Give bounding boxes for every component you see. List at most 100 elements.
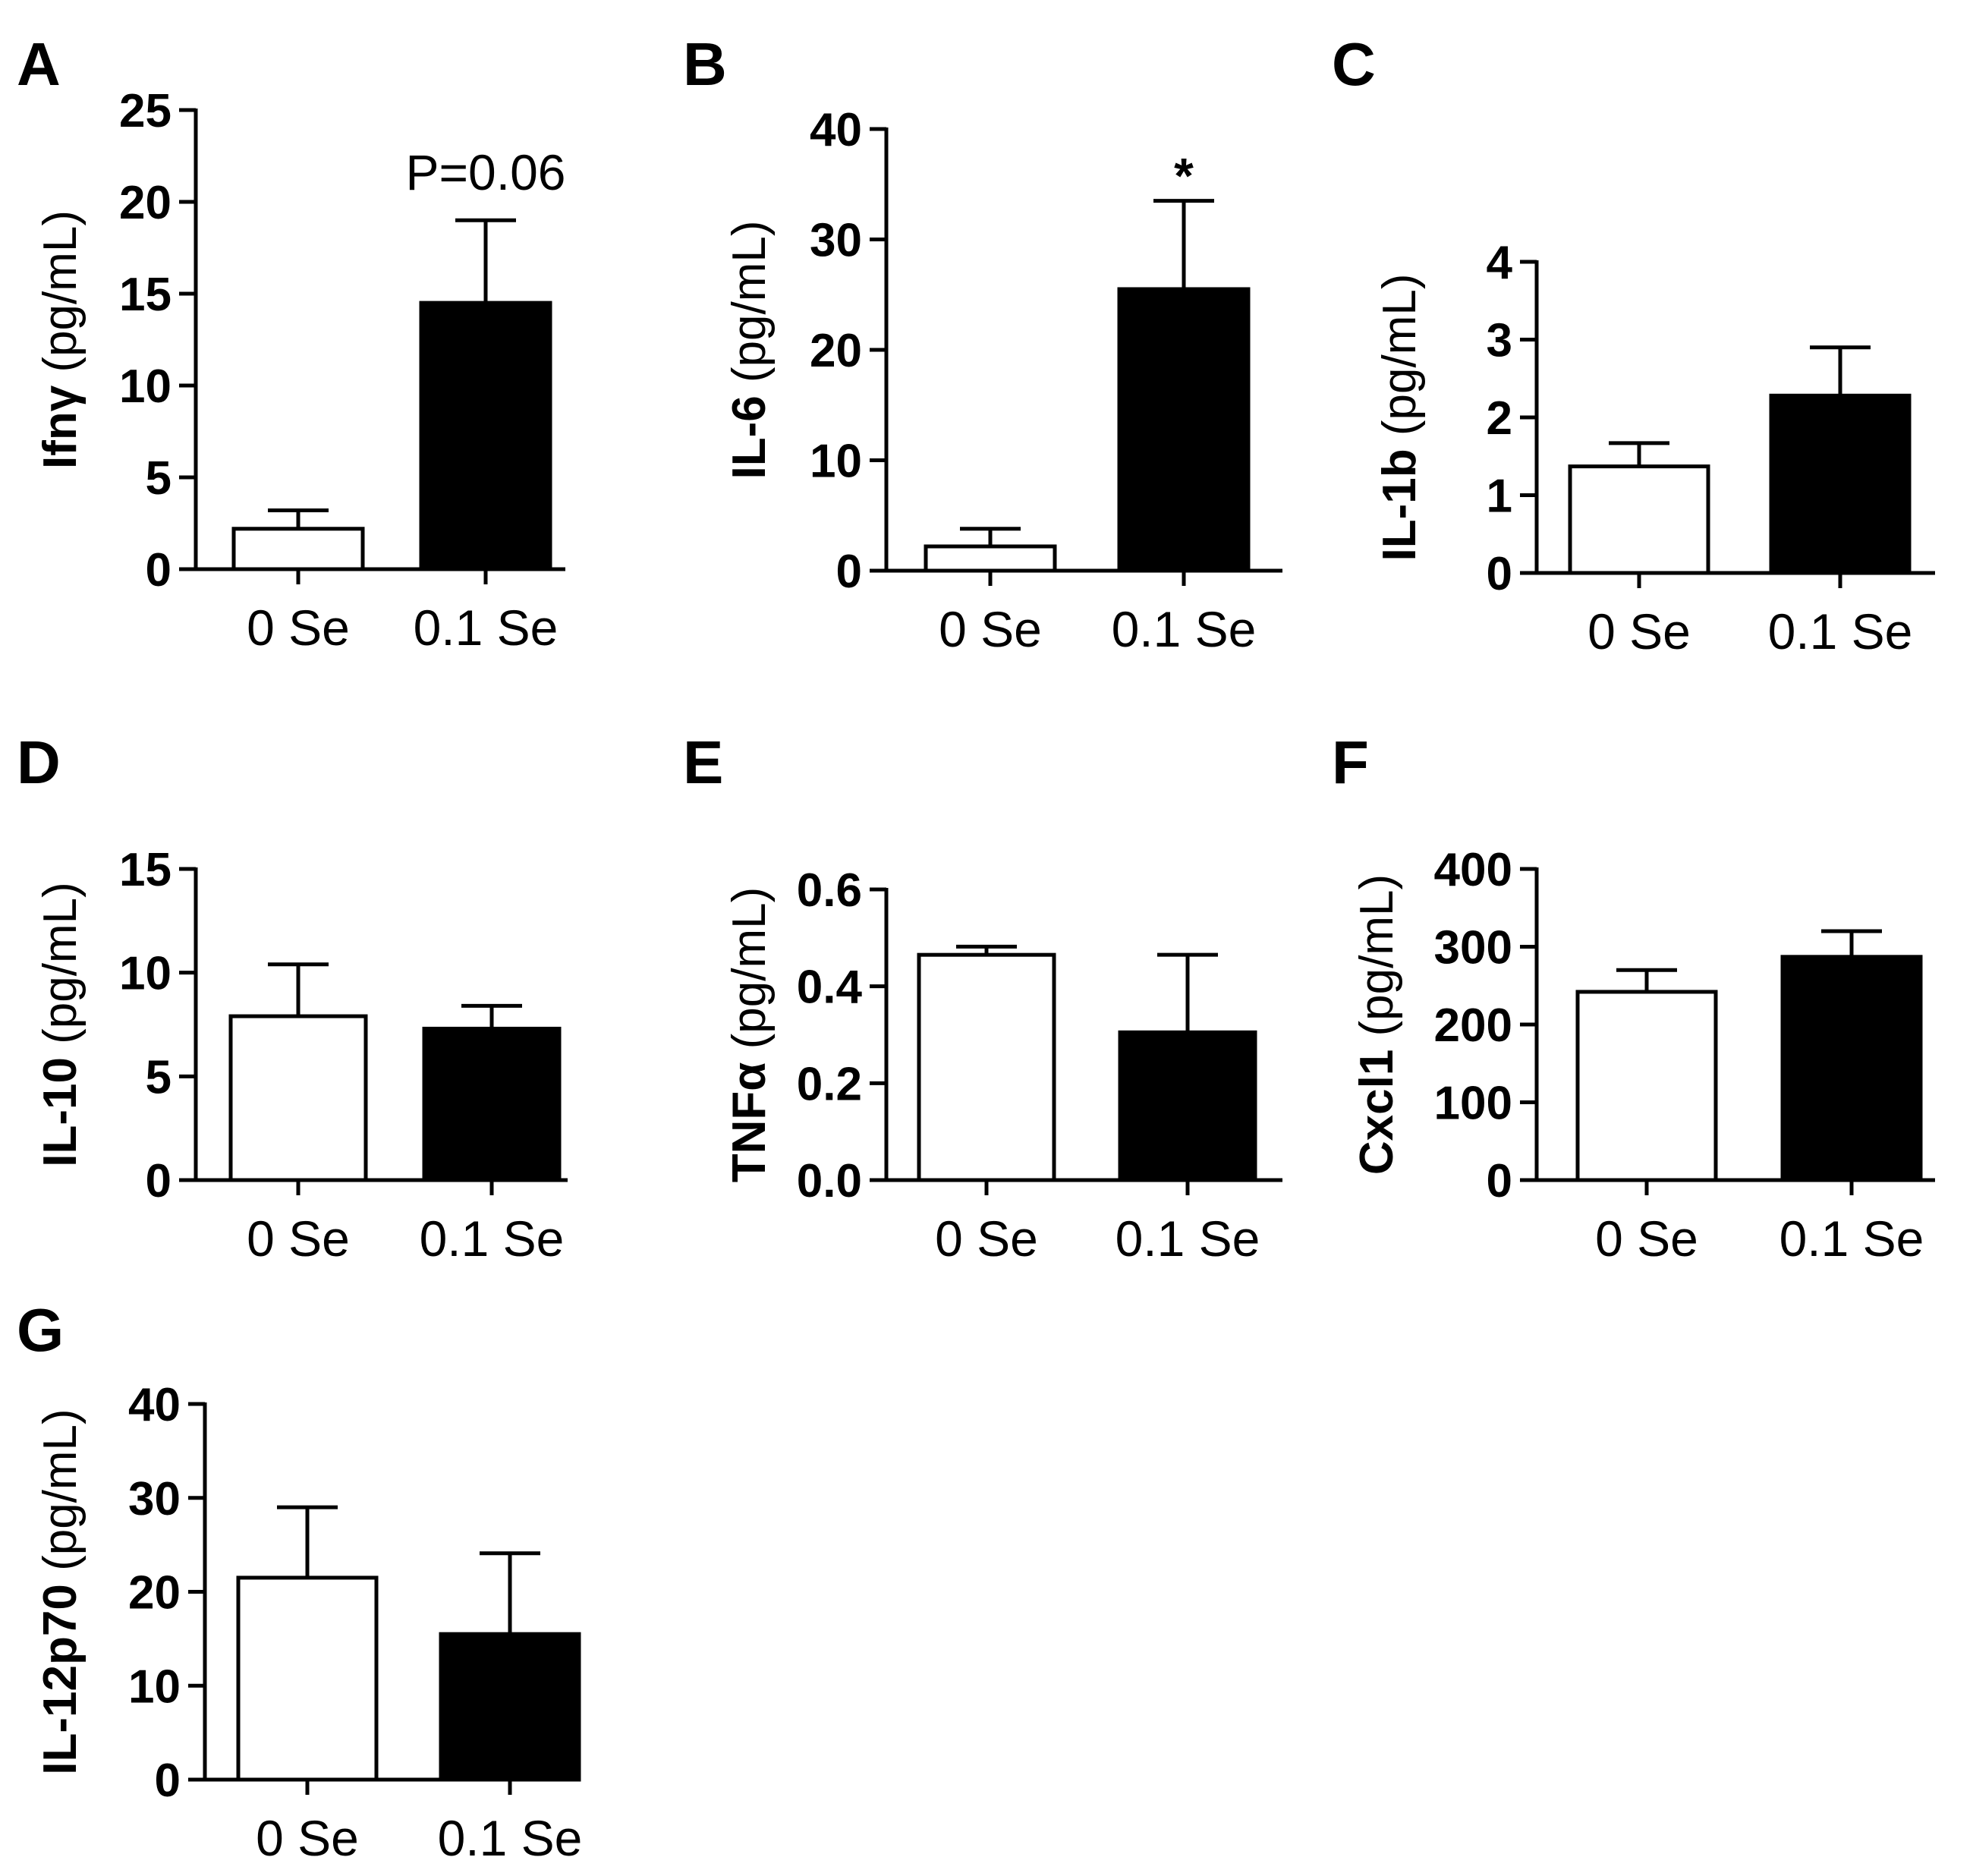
y-tick-label: 0 xyxy=(836,546,862,598)
category-label: 0 Se xyxy=(1588,603,1691,659)
y-tick-label: 200 xyxy=(1434,999,1512,1052)
y-tick-label: 400 xyxy=(1434,844,1512,896)
y-axis-label-unit: (pg/mL) xyxy=(1374,274,1426,449)
y-tick-label: 3 xyxy=(1487,315,1512,367)
y-tick-label: 300 xyxy=(1434,922,1512,974)
y-tick-label: 0.6 xyxy=(797,864,862,917)
y-tick-label: 1 xyxy=(1487,471,1512,523)
y-tick-label: 0.2 xyxy=(797,1058,862,1110)
y-axis-label-unit: (pg/mL) xyxy=(34,882,87,1057)
y-tick-label: 0 xyxy=(1487,548,1512,600)
panel-letter: A xyxy=(17,30,61,98)
category-label: 0 Se xyxy=(247,1210,350,1267)
y-tick-label: 30 xyxy=(128,1473,181,1525)
y-tick-label: 0 xyxy=(155,1755,181,1807)
y-tick-label: 10 xyxy=(810,436,862,488)
y-tick-label: 20 xyxy=(810,325,862,377)
y-tick-label: 20 xyxy=(119,177,171,229)
y-axis-label-unit: (pg/mL) xyxy=(34,1409,87,1584)
y-axis-label-name: Ifnγ xyxy=(34,385,87,469)
y-axis-label-name: IL-1b xyxy=(1374,449,1426,561)
y-tick-label: 40 xyxy=(128,1379,181,1431)
category-label: 0.1 Se xyxy=(1116,1210,1260,1267)
y-axis-label: IL-12p70 (pg/mL) xyxy=(34,1409,87,1774)
category-label: 0.1 Se xyxy=(438,1810,583,1866)
bar-0-se xyxy=(924,544,1057,573)
bar-0-se xyxy=(236,1575,379,1782)
category-label: 0.1 Se xyxy=(420,1210,565,1267)
bar-0-1-se xyxy=(1769,393,1912,575)
y-tick-label: 100 xyxy=(1434,1078,1512,1130)
y-tick-label: 0.0 xyxy=(797,1155,862,1207)
chart-panel-e: E 0.0 0.2 0.4 0.6 0 Se 0.1 Se TNFα (pg/mL) xyxy=(683,729,1282,1267)
y-tick-label: 30 xyxy=(810,215,862,267)
bar-0-se xyxy=(231,527,365,571)
bar-0-1-se xyxy=(439,1632,581,1782)
y-tick-label: 10 xyxy=(128,1660,181,1713)
category-label: 0 Se xyxy=(939,601,1042,657)
chart-panel-f: F 0 100 200 300 400 0 Se 0.1 Se Cxcl1 (pg/mL) xyxy=(1332,729,1935,1267)
y-axis-label: IL-10 (pg/mL) xyxy=(34,882,87,1167)
y-axis-label: TNFα (pg/mL) xyxy=(723,887,776,1182)
y-tick-label: 25 xyxy=(119,85,171,137)
chart-panel-b: B 0 10 20 30 40 0 Se 0.1 Se * IL-6 (pg/mL) xyxy=(683,30,1282,657)
panel-letter: C xyxy=(1332,30,1376,98)
y-axis-label-name: TNFα xyxy=(723,1062,776,1183)
category-label: 0.1 Se xyxy=(414,600,559,656)
bar-0-1-se xyxy=(1118,1030,1257,1182)
category-label: 0 Se xyxy=(247,600,350,656)
panel-letter: E xyxy=(683,729,723,796)
significance-annotation: * xyxy=(1174,148,1194,204)
y-tick-label: 10 xyxy=(119,360,171,413)
y-tick-label: 5 xyxy=(146,452,171,505)
chart-panel-a: A 0 5 10 15 20 25 0 Se 0.1 Se P=0.06 Ifnγ (pg/mL) xyxy=(17,30,566,656)
bar-0-se xyxy=(1575,990,1718,1182)
category-label: 0 Se xyxy=(256,1810,359,1866)
category-label: 0.1 Se xyxy=(1768,603,1913,659)
chart-panel-g: G 0 10 20 30 40 0 Se 0.1 Se IL-12p70 (pg/mL) xyxy=(17,1296,582,1866)
panel-letter: F xyxy=(1332,729,1369,796)
panel-letter: G xyxy=(17,1296,64,1364)
panel-letter: B xyxy=(683,30,727,98)
significance-annotation: P=0.06 xyxy=(405,144,565,200)
y-axis-label-unit: (pg/mL) xyxy=(34,210,87,386)
y-tick-label: 4 xyxy=(1487,237,1513,289)
y-axis-label: IL-6 (pg/mL) xyxy=(723,220,776,479)
bar-0-se xyxy=(228,1014,368,1182)
bar-0-1-se xyxy=(419,301,552,571)
y-axis-label: IL-1b (pg/mL) xyxy=(1374,274,1426,562)
chart-panel-d: D 0 5 10 15 0 Se 0.1 Se IL-10 (pg/mL) xyxy=(17,729,568,1267)
y-tick-label: 2 xyxy=(1487,392,1512,445)
bar-0-1-se xyxy=(1780,955,1923,1182)
y-tick-label: 0 xyxy=(146,544,171,596)
panel-letter: D xyxy=(17,729,61,796)
y-tick-label: 0.4 xyxy=(797,962,863,1014)
y-tick-label: 10 xyxy=(119,948,171,1000)
y-axis-label: Cxcl1 (pg/mL) xyxy=(1351,874,1403,1175)
category-label: 0 Se xyxy=(1595,1210,1698,1267)
y-tick-label: 15 xyxy=(119,269,171,321)
y-tick-label: 5 xyxy=(146,1051,171,1103)
category-label: 0 Se xyxy=(935,1210,1038,1267)
y-tick-label: 15 xyxy=(119,844,171,896)
bar-0-1-se xyxy=(422,1026,562,1182)
y-axis-label-unit: (pg/mL) xyxy=(723,887,776,1062)
bar-0-se xyxy=(1568,464,1710,575)
y-axis-label: Ifnγ (pg/mL) xyxy=(34,210,87,469)
category-label: 0.1 Se xyxy=(1779,1210,1924,1267)
category-label: 0.1 Se xyxy=(1112,601,1257,657)
y-axis-label-name: Cxcl1 xyxy=(1351,1050,1403,1175)
y-axis-label-name: IL-10 xyxy=(34,1057,87,1167)
y-tick-label: 20 xyxy=(128,1567,181,1619)
y-axis-label-unit: (pg/mL) xyxy=(723,220,776,395)
bar-0-se xyxy=(917,952,1056,1182)
y-axis-label-unit: (pg/mL) xyxy=(1351,874,1403,1050)
y-axis-label-name: IL-6 xyxy=(723,395,776,479)
y-tick-label: 0 xyxy=(1487,1155,1512,1207)
y-tick-label: 40 xyxy=(810,104,862,156)
chart-panel-c: C 0 1 2 3 4 0 Se 0.1 Se IL-1b (pg/mL) xyxy=(1332,30,1935,659)
bar-0-1-se xyxy=(1117,287,1251,573)
y-tick-label: 0 xyxy=(146,1155,171,1207)
y-axis-label-name: IL-12p70 xyxy=(34,1584,87,1775)
